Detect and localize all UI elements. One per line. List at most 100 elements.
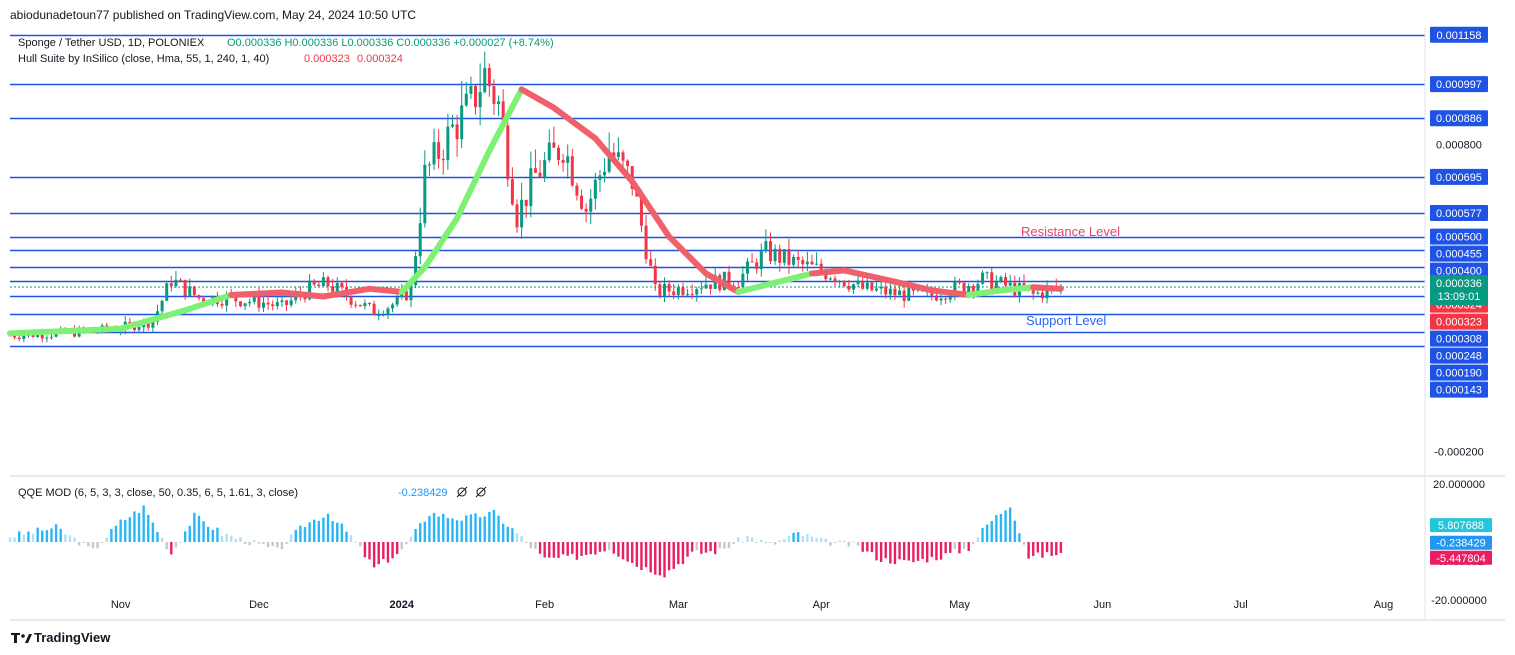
candle-body [487,67,491,87]
qqe-bar [520,535,523,542]
price-badge [1430,381,1488,398]
candle-body [833,278,837,283]
candle-body [612,152,616,158]
qqe-badge-label: -5.447804 [1436,553,1486,565]
price-axis[interactable]: 0.001158 0.000997 0.000886 0.000695 0.000577… [1430,26,1492,607]
candle-body [515,204,519,228]
qqe-bar [543,542,546,558]
candle-body [317,284,321,287]
time-tick-label: Mar [669,599,688,611]
time-axis[interactable]: Nov Dec 2024 Feb Mar Apr May Jun Jul Aug [111,599,1393,611]
candle-body [464,93,468,106]
visibility-icon[interactable] [456,486,468,498]
candle-body [262,302,266,308]
qqe-bar [879,542,883,562]
candle-body [17,337,21,339]
qqe-bar [529,542,533,549]
qqe-bar [806,533,809,542]
qqe-bar [451,518,454,542]
qqe-bar [197,515,201,542]
qqe-bar [1055,542,1058,556]
candle-body [755,262,759,270]
qqe-bar [363,542,367,558]
qqe-badge [1430,535,1492,550]
candle-body [409,285,413,301]
candle-body [45,337,49,339]
price-badge-label: 0.000190 [1436,368,1482,380]
qqe-title[interactable]: QQE MOD (6, 5, 3, 3, close, 50, 0.35, 6,… [18,487,298,499]
symbol-title[interactable]: Sponge / Tether USD, 1D, POLONIEX [18,37,205,49]
time-tick-label: Apr [813,599,830,611]
price-badge-label: 0.000577 [1436,208,1482,220]
qqe-bar [990,520,993,542]
qqe-bar [455,520,459,542]
candle-body [13,335,17,338]
qqe-bar [538,542,542,554]
candle-body [395,296,399,305]
candle-body [907,286,911,301]
qqe-bar [96,542,99,549]
qqe-bar [861,542,864,552]
candle-body [372,303,376,316]
candle-body [146,320,150,328]
qqe-bar [45,530,49,542]
candle-body [607,152,611,172]
candle-body [667,283,671,292]
qqe-bar [566,542,569,556]
candle-body [455,124,459,140]
horizontal-levels[interactable] [10,34,1425,348]
qqe-bar [626,542,629,562]
footer-brand[interactable]: TradingView [34,630,111,645]
candle-body [220,304,224,306]
qqe-bar [225,533,228,542]
qqe-bar [31,533,35,542]
qqe-bar [216,527,219,542]
time-tick-label: Feb [535,599,554,611]
candle-body [257,295,261,308]
qqe-bar [930,542,934,557]
candle-body [810,261,814,265]
candle-body [976,283,980,292]
candle-body [427,164,431,166]
qqe-bar [534,542,537,549]
candle-body [358,304,362,307]
candle-body [745,261,749,274]
price-badge [1430,110,1488,127]
price-badge-label: 0.001158 [1436,30,1481,42]
qqe-bar [713,542,717,555]
qqe-bar [345,531,348,542]
candle-body [962,282,966,293]
qqe-bar [442,513,445,542]
qqe-bar [239,537,242,542]
qqe-bar [778,540,781,542]
qqe-bar [303,527,307,542]
price-badge-label: 0.000886 [1436,113,1482,125]
qqe-bar [299,525,302,542]
visibility-icon[interactable] [475,486,487,498]
candle-body [524,199,528,207]
tradingview-logo-icon[interactable] [11,633,32,643]
candle-body [580,195,584,209]
candle-body [990,272,994,290]
qqe-bar [690,542,694,552]
candle-body [727,271,731,286]
candle-body [653,265,657,285]
indicator-title[interactable]: Hull Suite by InSilico (close, Hma, 55, … [18,53,269,65]
support-annotation[interactable]: Support Level [1026,313,1106,328]
candle-body [285,300,289,306]
price-badge [1430,168,1488,185]
qqe-bar [594,542,597,555]
candle-body [851,284,855,290]
candle-body [662,283,666,296]
candle-body [128,321,132,324]
candle-body [865,282,869,289]
candle-body [828,278,832,280]
qqe-bar [391,542,394,559]
qqe-bar [147,514,150,542]
resistance-annotation[interactable]: Resistance Level [1021,224,1120,239]
candle-body [893,288,897,296]
qqe-bar [501,523,505,542]
candle-body [248,301,252,304]
candle-body [1004,277,1008,286]
